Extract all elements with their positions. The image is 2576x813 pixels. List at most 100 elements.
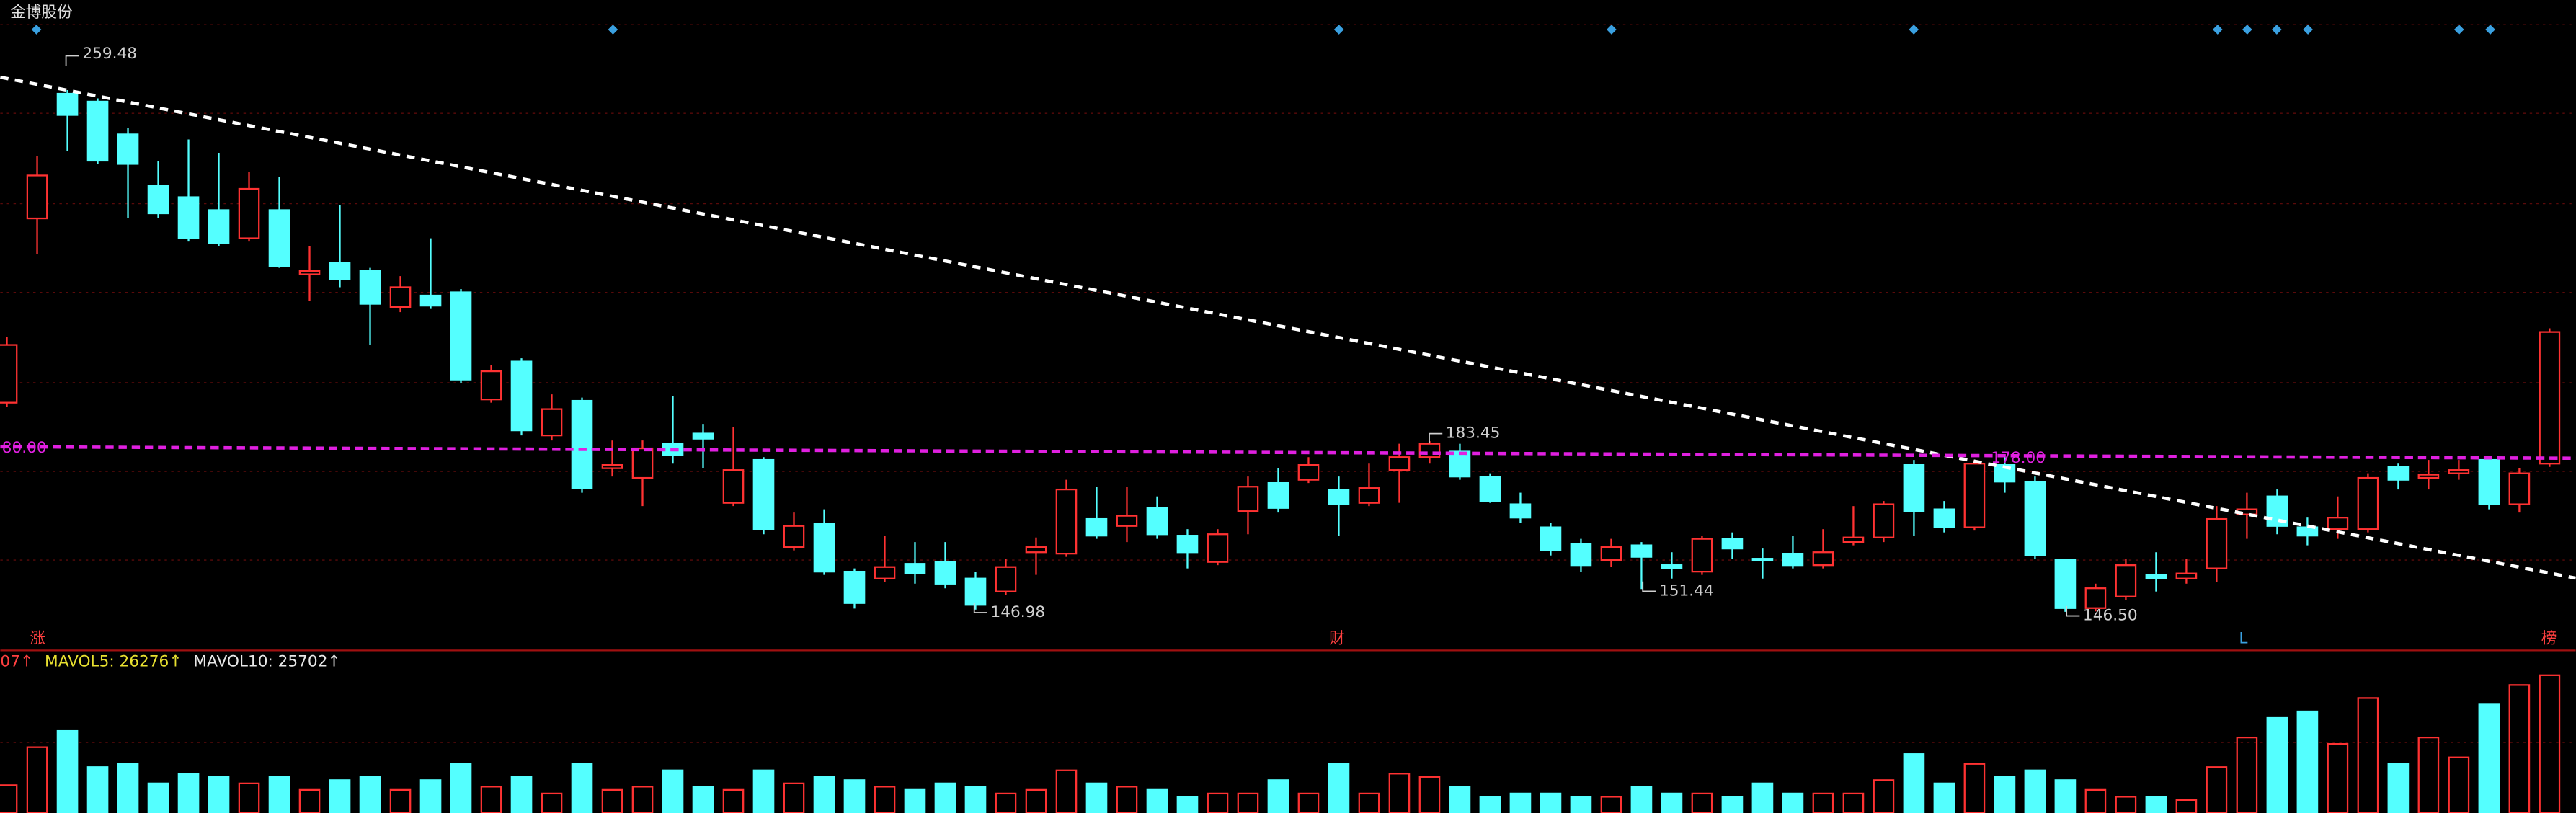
volume-bar [510,776,533,813]
chart-title: 金博股份 [10,4,73,22]
volume-bar [147,782,169,813]
volume-bar [2175,799,2198,813]
volume-bar [1267,779,1289,813]
annotation: 146.50 [2083,607,2138,625]
candle-body [147,185,169,215]
volume-bar [1751,782,1774,813]
volume-bar [1328,763,1350,813]
candle-body [1267,481,1289,509]
candle-body [2145,574,2167,579]
volume-bar [1630,786,1653,813]
marker: L [2239,629,2247,647]
candle-body [1963,463,1986,528]
volume-bar [1176,796,1199,813]
candle-body [450,291,472,381]
diamond [2212,25,2223,35]
candle-body [1085,517,1108,537]
candle-body [1630,544,1653,558]
volume-header-item: MAVOL5: 26276↑ [45,652,182,670]
annotations: 259.48 183.45 146.98 151.44 146.50 [65,45,2138,625]
candle-body [329,262,351,280]
diamond [1333,25,1344,35]
volume-bar [662,769,684,813]
volume-bar [419,779,442,813]
volume-bar [843,779,866,813]
annotation: 183.45 [1446,425,1501,443]
candle-body [1873,503,1895,538]
volume-bar [2417,736,2440,813]
candle-body [722,469,745,504]
candle-body [2357,476,2379,530]
candle-body [1418,443,1441,458]
volume-bar [1570,796,1592,813]
volume-bar [1449,786,1471,813]
volume-bar [1782,792,1804,813]
candle-body [904,563,926,574]
volume-bar [1994,776,2016,813]
candle-body [117,133,139,165]
candle-body [177,196,200,239]
candle-body [1933,508,1955,528]
candle-body [631,447,654,479]
volume-header-item: MAVOL10: 25702↑ [193,652,340,670]
volume-bar [1721,796,1744,813]
candle-body [2448,469,2470,474]
candle-body [2417,474,2440,479]
volume-bar [934,782,956,813]
candle-body [1570,543,1592,567]
candle-body [2175,572,2198,579]
candle-body [1782,553,1804,567]
volume-bar [1873,779,1895,813]
candle-body [238,187,260,239]
candle-body [1691,538,1713,573]
candle-body [208,209,230,244]
volume-bar [1418,776,1441,813]
annotation: 151.44 [1659,582,1714,600]
level-label: 80.00 [2,439,47,457]
candle-body [1812,551,1834,567]
leader [2066,605,2080,617]
volume-bar [2145,796,2167,813]
marker: 涨 [30,629,45,647]
candle-body [1207,533,1229,563]
marker: 榜 [2541,629,2557,647]
candle-body [1661,564,1683,569]
volume-bar [389,788,412,813]
volume-bar [2387,763,2410,813]
volume-bar [601,788,623,813]
diamond [1909,25,1919,35]
annotation: 146.98 [991,603,1046,621]
volume-header-item: 07↑ [0,652,33,670]
volume-bar [1509,792,1532,813]
candle-body [1903,464,1925,512]
marks [0,90,2561,813]
volume-bar [2478,703,2500,813]
volume-bar [2054,779,2077,813]
volume-bar [268,776,290,813]
volume-bar [1085,782,1108,813]
candle-body [2387,466,2410,481]
candle-body [995,566,1017,592]
candle-body [2206,517,2228,569]
candle-body [843,570,866,604]
candle-body [1509,503,1532,519]
candle-body [26,174,48,220]
diamond [2303,25,2313,35]
candle-body [480,370,502,401]
candle-body [2054,559,2077,609]
candle-body [813,523,835,573]
candle-body [0,344,18,404]
candle-body [1751,558,1774,561]
candle-body [1055,488,1078,555]
candle-body [1358,487,1380,504]
candle-body [601,464,623,469]
candle-body [874,566,896,579]
candle-body [1146,507,1168,536]
volume-bar [1963,763,1986,813]
candle-body [752,458,775,530]
candle-body [2327,517,2349,530]
candle-body [1328,489,1350,505]
candle-body [510,360,533,432]
volume-bar [752,769,775,813]
